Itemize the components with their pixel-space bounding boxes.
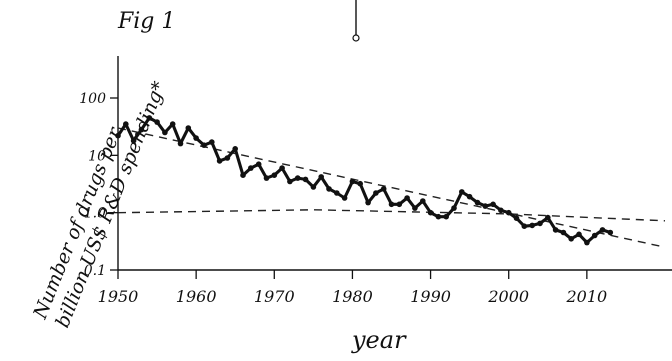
data-point [365,199,371,206]
trend-line-2 [117,209,666,222]
trend-lines [117,127,666,248]
data-point [232,146,238,152]
top-marker-circle [352,34,360,42]
y-tick-label: 0.1 [84,263,106,279]
data-point [474,199,481,206]
data-point [263,175,270,181]
data-point [255,161,262,167]
data-point [584,239,590,246]
data-point [412,205,418,211]
data-point [138,126,145,133]
y-tick-label: 1.0 [84,206,106,222]
data-point [466,193,473,200]
data-point [146,115,153,121]
data-point [373,190,379,196]
data-point [568,236,574,242]
data-point [591,232,598,239]
figure-label: Fig 1 [117,9,175,34]
data-point [420,198,426,204]
data-point [169,121,176,127]
data-point [224,155,231,161]
data-point [482,203,489,209]
axes: 0.1 1.0 10 100 1950 1960 1970 1980 1990 2000 2010 [79,56,672,306]
data-point [302,176,309,183]
data-point [545,214,551,221]
data-point [388,201,395,208]
data-point [357,180,364,187]
trend-line-1 [117,127,666,248]
data-point [599,227,606,233]
x-tick-label: 1980 [332,287,373,306]
data-point [498,207,504,214]
data-point [279,165,285,171]
y-tick-label: 100 [79,91,106,107]
data-point [396,201,403,208]
data-point [505,209,512,216]
x-axis-title: year [351,326,407,354]
data-point [529,222,535,229]
data-point [123,121,129,127]
data-point [326,186,332,192]
data-point [216,158,223,164]
data-point [349,178,356,185]
data-point [552,227,559,233]
data-point [513,215,520,221]
data-point [537,220,543,227]
data-point [294,175,301,181]
data-point [287,178,293,185]
x-tick-label: 1990 [410,287,451,306]
series-line-1 [116,116,612,245]
data-point [115,132,121,139]
data-point [451,205,457,211]
data-point [177,140,184,147]
data-point [162,129,168,136]
data-point [193,135,199,141]
data-point [490,201,496,208]
data-point [248,165,254,171]
data-point [404,195,410,201]
data-point [154,119,160,125]
data-point [185,125,192,131]
data-series [115,115,614,246]
x-tick-label: 2010 [565,287,607,306]
data-point [459,189,465,195]
data-point [341,195,348,201]
data-point [209,139,215,145]
data-point [560,229,567,236]
data-point [443,213,450,220]
data-point [310,184,317,190]
data-point [576,231,582,238]
data-point [427,209,434,216]
x-tick-label: 1970 [254,287,295,306]
x-tick-label: 1960 [176,287,217,306]
data-point [271,172,278,178]
data-point [130,137,137,144]
data-point [607,229,614,236]
data-point [201,142,207,148]
data-point [240,172,246,178]
x-tick-label: 1950 [98,287,139,306]
data-point [380,186,387,192]
data-point [435,213,442,220]
x-tick-label: 2000 [487,287,529,306]
data-point [318,174,325,180]
data-point [521,223,528,229]
data-point [334,190,340,196]
y-tick-label: 10 [88,148,106,164]
